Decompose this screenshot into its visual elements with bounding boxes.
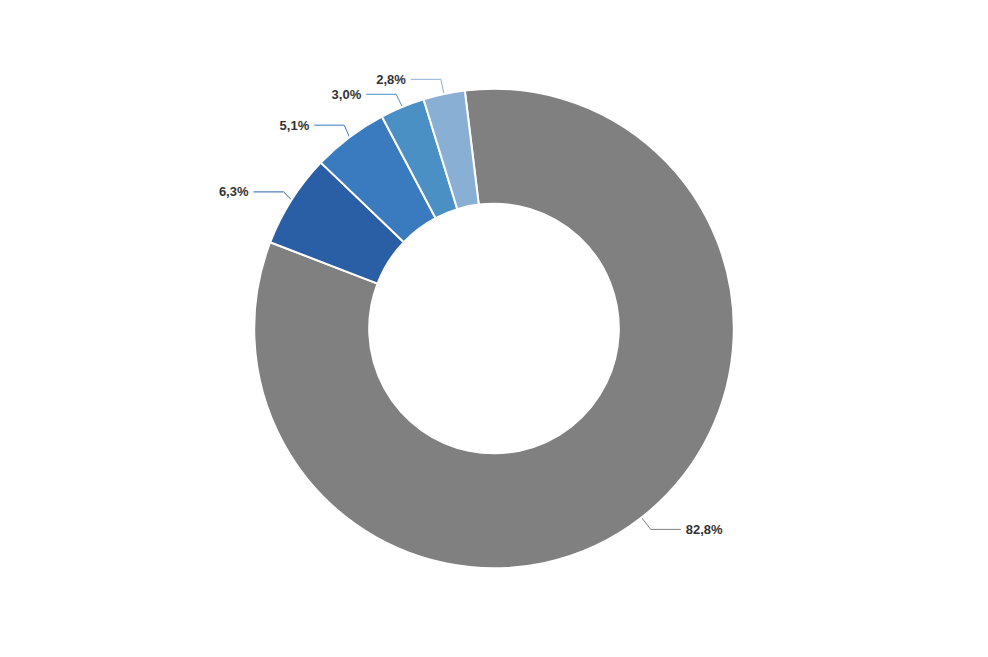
- svg-text:2,8%: 2,8%: [376, 72, 406, 87]
- svg-text:5,1%: 5,1%: [280, 118, 310, 133]
- svg-text:3,0%: 3,0%: [332, 87, 362, 102]
- svg-text:82,8%: 82,8%: [686, 522, 723, 537]
- svg-text:6,3%: 6,3%: [219, 184, 249, 199]
